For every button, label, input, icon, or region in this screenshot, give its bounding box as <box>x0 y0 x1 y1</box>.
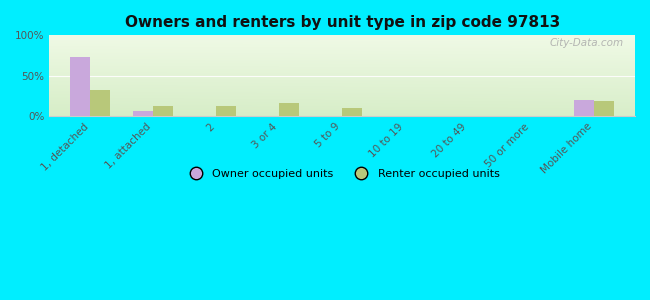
Bar <box>153 106 174 116</box>
Bar <box>280 103 300 116</box>
Bar <box>342 108 362 116</box>
Bar <box>594 101 614 116</box>
Bar <box>90 90 110 116</box>
Bar <box>574 100 594 116</box>
Text: City-Data.com: City-Data.com <box>549 38 623 48</box>
Bar <box>216 106 237 116</box>
Bar <box>133 111 153 116</box>
Legend: Owner occupied units, Renter occupied units: Owner occupied units, Renter occupied un… <box>180 164 504 183</box>
Bar <box>70 57 90 116</box>
Title: Owners and renters by unit type in zip code 97813: Owners and renters by unit type in zip c… <box>125 15 560 30</box>
